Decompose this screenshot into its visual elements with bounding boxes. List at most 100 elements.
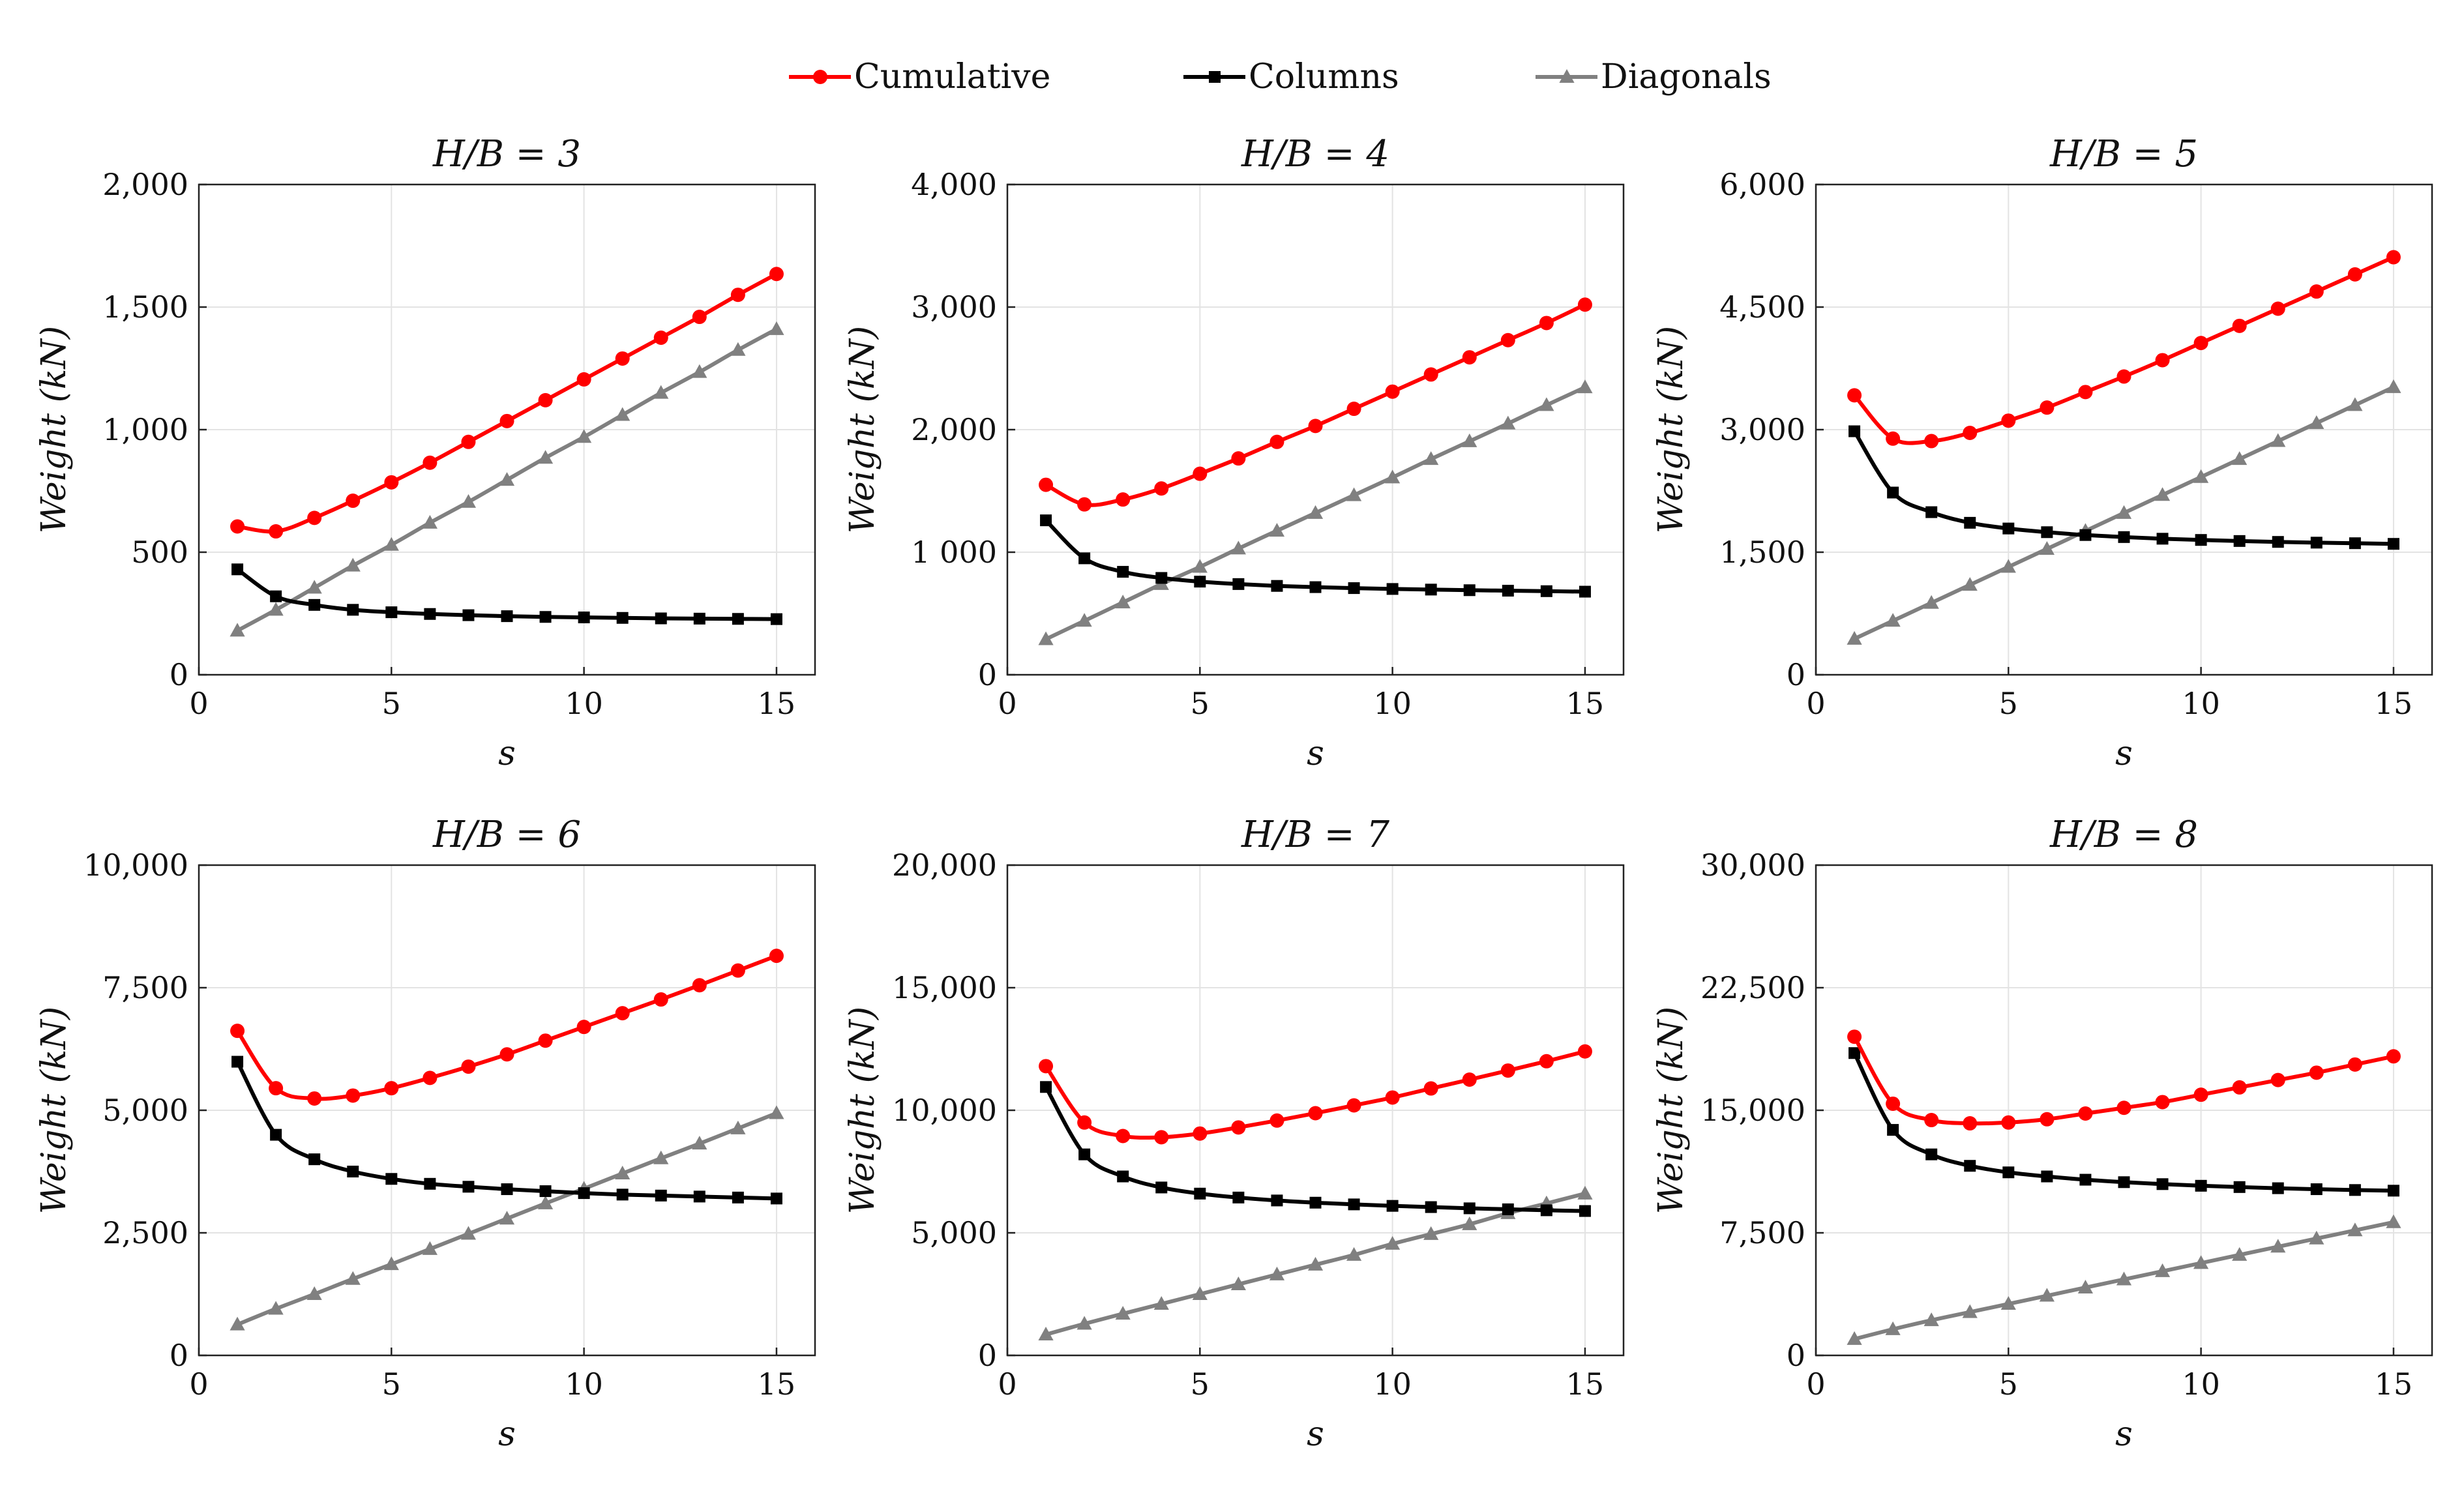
data-point — [770, 1192, 782, 1205]
data-point — [2118, 531, 2130, 543]
data-point — [1886, 1096, 1901, 1111]
y-tick-label: 5,000 — [102, 1093, 188, 1128]
data-point — [1076, 613, 1092, 627]
x-tick-label: 10 — [565, 686, 603, 721]
x-tick-label: 10 — [1373, 1366, 1412, 1402]
legend-label: Cumulative — [854, 57, 1050, 96]
data-point — [1346, 1247, 1362, 1261]
data-point — [1348, 1198, 1360, 1211]
series-line — [235, 954, 778, 1101]
x-tick-label: 5 — [382, 1366, 401, 1402]
series-cumulative — [1039, 297, 1592, 512]
data-point — [2347, 1057, 2362, 1072]
data-point — [2349, 537, 2361, 550]
series-diagonals — [230, 321, 784, 637]
data-point — [1038, 631, 1054, 645]
data-point — [347, 604, 359, 616]
data-point — [2155, 353, 2170, 368]
data-point — [2232, 1080, 2247, 1095]
series-cumulative — [1847, 250, 2401, 449]
data-point — [499, 472, 515, 486]
data-point — [462, 1181, 475, 1193]
x-tick-label: 10 — [1373, 686, 1412, 721]
y-axis-label: Weight (kN) — [843, 1007, 882, 1214]
chart-title: H/B = 3 — [432, 133, 581, 175]
data-point — [1848, 425, 1861, 437]
data-point — [1847, 630, 1862, 645]
data-point — [693, 1190, 705, 1203]
data-point — [2079, 1174, 2092, 1186]
data-point — [1577, 379, 1593, 394]
data-point — [2270, 301, 2285, 316]
data-point — [1231, 1120, 1246, 1135]
y-tick-label: 500 — [131, 535, 188, 570]
data-point — [1385, 1235, 1401, 1250]
data-point — [1425, 583, 1437, 596]
series-columns — [1040, 514, 1591, 598]
data-point — [1192, 1286, 1208, 1300]
data-point — [2116, 505, 2132, 519]
data-point — [539, 611, 552, 623]
gridlines — [199, 865, 815, 1355]
series-columns — [231, 1056, 782, 1205]
data-point — [769, 949, 784, 964]
x-tick-label: 5 — [1191, 1366, 1210, 1402]
data-point — [269, 1081, 284, 1096]
data-point — [1924, 1113, 1939, 1128]
y-tick-label: 2,500 — [102, 1215, 188, 1250]
y-tick-label: 30,000 — [1700, 848, 1805, 883]
data-point — [422, 1241, 438, 1255]
x-tick-label: 15 — [2375, 1366, 2413, 1402]
chart-title: H/B = 8 — [2049, 814, 2198, 856]
x-tick-label: 5 — [1999, 686, 2018, 721]
y-tick-label: 10,000 — [892, 1093, 997, 1128]
data-point — [1269, 523, 1285, 537]
data-point — [576, 429, 592, 443]
data-point — [423, 1070, 438, 1085]
data-point — [537, 450, 554, 464]
series-cumulative — [230, 267, 784, 539]
data-point — [1308, 419, 1323, 434]
data-point — [384, 475, 399, 490]
data-point — [1116, 492, 1131, 507]
data-point — [1423, 451, 1439, 465]
x-tick-label: 15 — [1566, 686, 1605, 721]
data-point — [1309, 1196, 1322, 1209]
y-tick-label: 0 — [1787, 657, 1805, 692]
data-point — [1579, 1205, 1591, 1217]
data-point — [1500, 1063, 1515, 1078]
data-point — [460, 494, 477, 508]
data-point — [2002, 522, 2015, 535]
y-axis-label: Weight (kN) — [35, 1007, 74, 1214]
data-point — [1924, 434, 1939, 449]
series-columns — [1848, 425, 2399, 550]
data-point — [2386, 1049, 2401, 1064]
data-point — [1308, 1106, 1323, 1121]
data-point — [2310, 537, 2323, 549]
data-point — [2309, 1230, 2324, 1245]
data-point — [732, 613, 744, 625]
data-point — [268, 1301, 284, 1315]
data-point — [2154, 1263, 2171, 1277]
data-point — [615, 351, 630, 366]
data-point — [578, 1187, 590, 1200]
chart-title: H/B = 4 — [1241, 133, 1389, 175]
data-point — [770, 613, 782, 625]
x-tick-label: 0 — [1806, 686, 1825, 721]
data-point — [461, 434, 476, 449]
y-axis-label: Weight (kN) — [35, 326, 74, 533]
y-tick-label: 1,500 — [102, 289, 188, 325]
data-point — [501, 1183, 513, 1196]
chart-title: H/B = 5 — [2049, 133, 2198, 175]
data-point — [653, 385, 669, 399]
data-point — [1540, 1204, 1552, 1217]
y-tick-label: 0 — [1787, 1338, 1805, 1373]
data-point — [1500, 415, 1516, 430]
x-tick-label: 10 — [2182, 1366, 2220, 1402]
data-point — [268, 602, 284, 616]
data-point — [538, 1033, 553, 1048]
y-tick-label: 10,000 — [83, 848, 188, 883]
data-point — [537, 1195, 554, 1209]
data-point — [230, 623, 245, 637]
chart-panel-1: 0 5 10 15 0 500 1,000 1,500 2,000 H/B = 3 s Weight … — [35, 133, 816, 773]
